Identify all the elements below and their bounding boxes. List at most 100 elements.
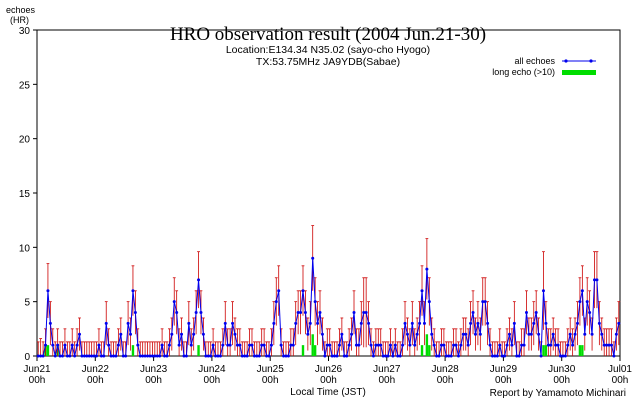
data-point xyxy=(444,354,448,358)
data-point xyxy=(78,332,82,336)
data-point xyxy=(44,343,48,347)
x-axis: Jun2100hJun2200hJun2300hJun2400hJun2500h… xyxy=(23,356,632,386)
data-point xyxy=(493,354,497,358)
data-point xyxy=(401,343,405,347)
data-point xyxy=(495,354,499,358)
data-point xyxy=(206,354,210,358)
data-point xyxy=(265,354,269,358)
chart-subtitle-location: Location:E134.34 N35.02 (sayo-cho Hyogo) xyxy=(226,44,430,56)
data-point xyxy=(320,332,324,336)
data-point xyxy=(354,343,358,347)
data-point xyxy=(240,354,244,358)
data-point xyxy=(590,332,594,336)
data-point xyxy=(313,300,317,304)
x-tick-label-time: 00h xyxy=(437,375,454,386)
data-point xyxy=(325,343,329,347)
data-point xyxy=(301,289,305,293)
data-point xyxy=(539,354,543,358)
y-tick-label: 25 xyxy=(19,80,31,91)
data-point xyxy=(442,343,446,347)
data-point xyxy=(51,343,55,347)
data-point xyxy=(250,343,254,347)
data-point xyxy=(216,354,220,358)
data-point xyxy=(170,332,174,336)
data-point xyxy=(194,311,198,315)
x-tick-label-date: Jun24 xyxy=(198,364,226,375)
data-point xyxy=(563,354,567,358)
data-point xyxy=(469,321,473,325)
long-echo-bar xyxy=(425,334,429,356)
data-point xyxy=(56,343,60,347)
data-point xyxy=(243,354,247,358)
data-point xyxy=(507,332,511,336)
data-point xyxy=(367,321,371,325)
long-echo-bar xyxy=(301,345,305,356)
data-point xyxy=(289,343,293,347)
data-point xyxy=(248,343,252,347)
data-point xyxy=(39,354,43,358)
x-tick-label-date: Jun27 xyxy=(373,364,401,375)
data-point xyxy=(439,343,443,347)
data-point xyxy=(554,343,558,347)
data-point xyxy=(364,311,368,315)
data-point xyxy=(524,311,528,315)
data-point xyxy=(209,354,213,358)
data-point xyxy=(578,300,582,304)
legend-marker-all-echoes xyxy=(589,59,593,63)
plot-frame xyxy=(36,29,621,357)
data-point xyxy=(405,332,409,336)
data-point xyxy=(537,332,541,336)
data-point xyxy=(464,332,468,336)
long-echo-bar xyxy=(581,345,584,356)
long-echo-bar xyxy=(428,345,431,356)
data-point xyxy=(99,354,103,358)
chart-title: HRO observation result (2004 Jun.21-30) xyxy=(170,24,486,45)
data-point xyxy=(46,289,50,293)
data-point xyxy=(568,332,572,336)
data-point xyxy=(357,343,361,347)
data-point xyxy=(95,354,99,358)
data-point xyxy=(316,321,320,325)
data-point xyxy=(223,321,227,325)
data-point xyxy=(483,300,487,304)
data-point xyxy=(515,354,519,358)
legend: all echoes long echo (>10) xyxy=(492,56,596,77)
data-point xyxy=(318,311,322,315)
data-point xyxy=(352,311,356,315)
data-point xyxy=(231,321,235,325)
data-point xyxy=(228,343,232,347)
y-tick-label: 15 xyxy=(19,189,31,200)
data-point xyxy=(68,354,72,358)
x-tick-label-time: 00h xyxy=(612,375,629,386)
data-point xyxy=(384,354,388,358)
data-point xyxy=(420,289,424,293)
data-point xyxy=(163,354,167,358)
data-point xyxy=(342,354,346,358)
data-point xyxy=(595,278,599,282)
data-point xyxy=(335,354,339,358)
data-point xyxy=(503,354,507,358)
data-point xyxy=(520,343,524,347)
y-tick-label: 20 xyxy=(19,135,31,146)
long-echo-bar xyxy=(311,334,314,356)
data-point xyxy=(269,343,273,347)
long-echo-bar xyxy=(131,345,135,356)
data-point xyxy=(323,354,327,358)
data-point xyxy=(347,343,351,347)
data-point xyxy=(500,354,504,358)
data-point xyxy=(199,311,203,315)
data-point xyxy=(607,343,611,347)
data-point xyxy=(204,354,208,358)
all-echoes-markers xyxy=(36,256,621,358)
x-tick-label-date: Jun21 xyxy=(23,364,51,375)
data-point xyxy=(544,321,548,325)
data-point xyxy=(566,343,570,347)
data-point xyxy=(214,354,218,358)
y-axis: 0 5 10 15 20 25 30 xyxy=(19,26,37,363)
data-point xyxy=(119,332,123,336)
data-point xyxy=(245,354,249,358)
data-point xyxy=(233,332,237,336)
data-point xyxy=(277,289,281,293)
data-point xyxy=(391,354,395,358)
data-point xyxy=(73,354,77,358)
